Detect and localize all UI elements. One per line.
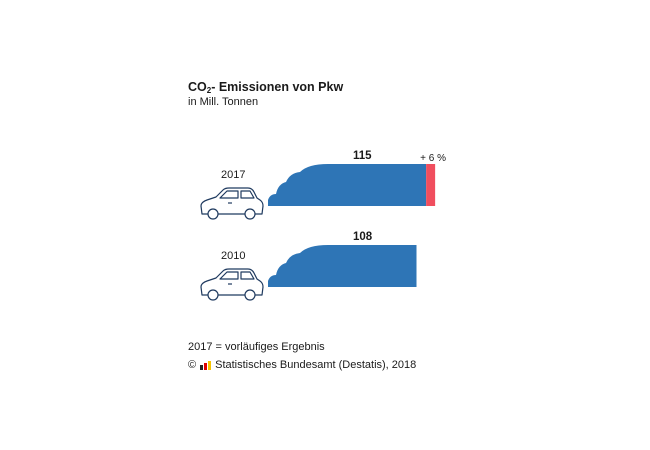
chart-title: CO2- Emissionen von Pkw xyxy=(188,80,343,95)
category-label-2010: 2010 xyxy=(221,250,245,262)
data-label-2017: 115 xyxy=(353,150,372,162)
bar-2017 xyxy=(268,164,427,206)
source-line: © Statistisches Bundesamt (Destatis), 20… xyxy=(188,359,416,371)
footnote: 2017 = vorläufiges Ergebnis xyxy=(188,341,325,353)
increase-segment xyxy=(426,164,436,206)
destatis-logo-icon xyxy=(200,360,212,370)
category-label-2017: 2017 xyxy=(221,169,245,181)
bar-2010 xyxy=(268,245,417,287)
chart-subtitle: in Mill. Tonnen xyxy=(188,96,259,108)
source-text: Statistisches Bundesamt (Destatis), 2018 xyxy=(215,359,417,371)
car-icon-2010 xyxy=(200,268,264,301)
annotation-increase: + 6 % xyxy=(420,153,446,164)
title-subscript: 2 xyxy=(206,86,212,95)
copyright-symbol: © xyxy=(188,359,197,371)
data-label-2010: 108 xyxy=(353,231,373,243)
car-icon-2017 xyxy=(200,187,264,220)
title-rest: - Emissionen von Pkw xyxy=(211,80,344,94)
title-co: CO xyxy=(188,80,207,94)
